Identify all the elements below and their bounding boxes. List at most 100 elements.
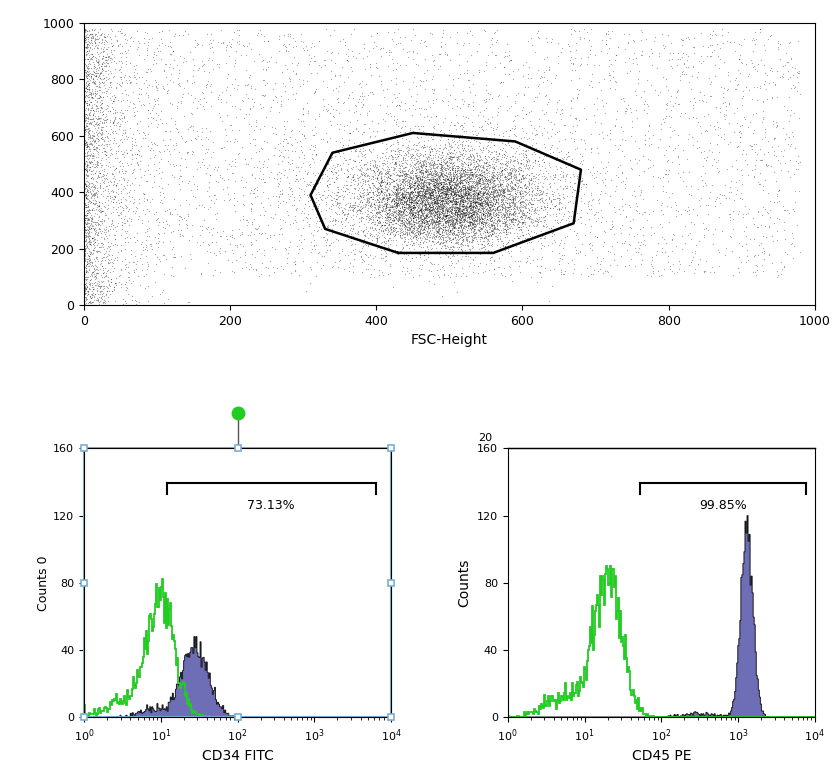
Point [342,201,355,214]
Point [437,236,450,248]
Point [388,175,402,187]
Point [506,215,519,227]
Point [402,45,415,57]
Point [98,31,112,43]
Point [452,167,465,179]
Point [417,253,431,266]
Point [415,179,428,192]
Point [406,253,419,265]
Point [418,195,432,207]
Point [192,38,205,50]
Point [472,168,486,180]
Point [599,173,612,185]
Point [575,211,588,224]
Point [464,195,477,208]
Point [758,246,771,259]
Point [498,185,512,197]
Point [409,153,423,165]
Point [415,215,428,227]
Point [430,193,444,205]
Point [403,177,417,189]
Point [488,163,501,175]
Point [106,167,119,179]
Point [765,256,779,269]
Point [556,191,570,203]
Point [436,24,449,37]
Point [596,175,609,188]
Point [499,224,512,237]
Point [79,192,92,204]
Point [470,159,484,172]
Point [441,195,454,207]
Point [444,180,457,192]
Point [422,170,435,182]
Point [394,228,407,240]
Point [682,128,696,140]
Point [513,201,527,213]
Point [463,243,476,255]
Point [408,185,422,198]
Point [106,265,119,277]
Point [517,169,530,182]
Point [101,131,114,143]
Point [444,166,457,178]
Point [375,185,388,198]
Point [413,180,427,192]
Point [80,199,93,211]
Point [428,197,442,209]
Point [437,209,450,221]
Point [465,166,479,179]
Point [535,271,549,283]
Point [93,67,107,79]
Point [389,211,402,224]
Point [538,220,551,232]
Point [409,211,423,224]
Point [245,168,259,180]
Point [497,183,511,195]
Point [444,174,457,186]
Point [489,193,502,205]
Point [473,233,486,245]
Point [81,161,94,173]
Point [448,177,461,189]
Point [434,195,448,208]
Point [471,188,485,200]
Point [429,190,443,202]
Point [249,263,263,275]
Point [79,238,92,250]
Point [463,192,476,204]
Point [445,198,459,211]
Point [318,167,332,179]
Point [498,269,512,282]
Point [175,130,188,142]
Point [269,92,282,104]
Point [397,195,411,208]
Point [338,262,351,275]
Point [419,187,433,199]
Point [560,182,574,194]
Point [496,163,509,175]
Point [413,249,427,261]
Point [79,155,92,167]
Point [410,130,423,143]
Point [99,180,113,192]
Point [433,174,447,186]
Point [463,172,476,184]
Point [128,140,141,152]
Point [113,106,127,118]
Point [525,213,538,225]
Point [121,131,134,143]
Point [589,206,602,218]
Point [338,228,351,240]
Point [667,229,680,241]
Point [407,179,420,192]
Point [78,40,92,53]
Point [91,198,104,211]
Point [444,196,457,208]
Point [353,192,366,204]
Point [448,231,461,243]
Point [423,140,437,153]
Point [479,258,492,270]
Point [757,179,770,192]
Point [448,206,461,218]
